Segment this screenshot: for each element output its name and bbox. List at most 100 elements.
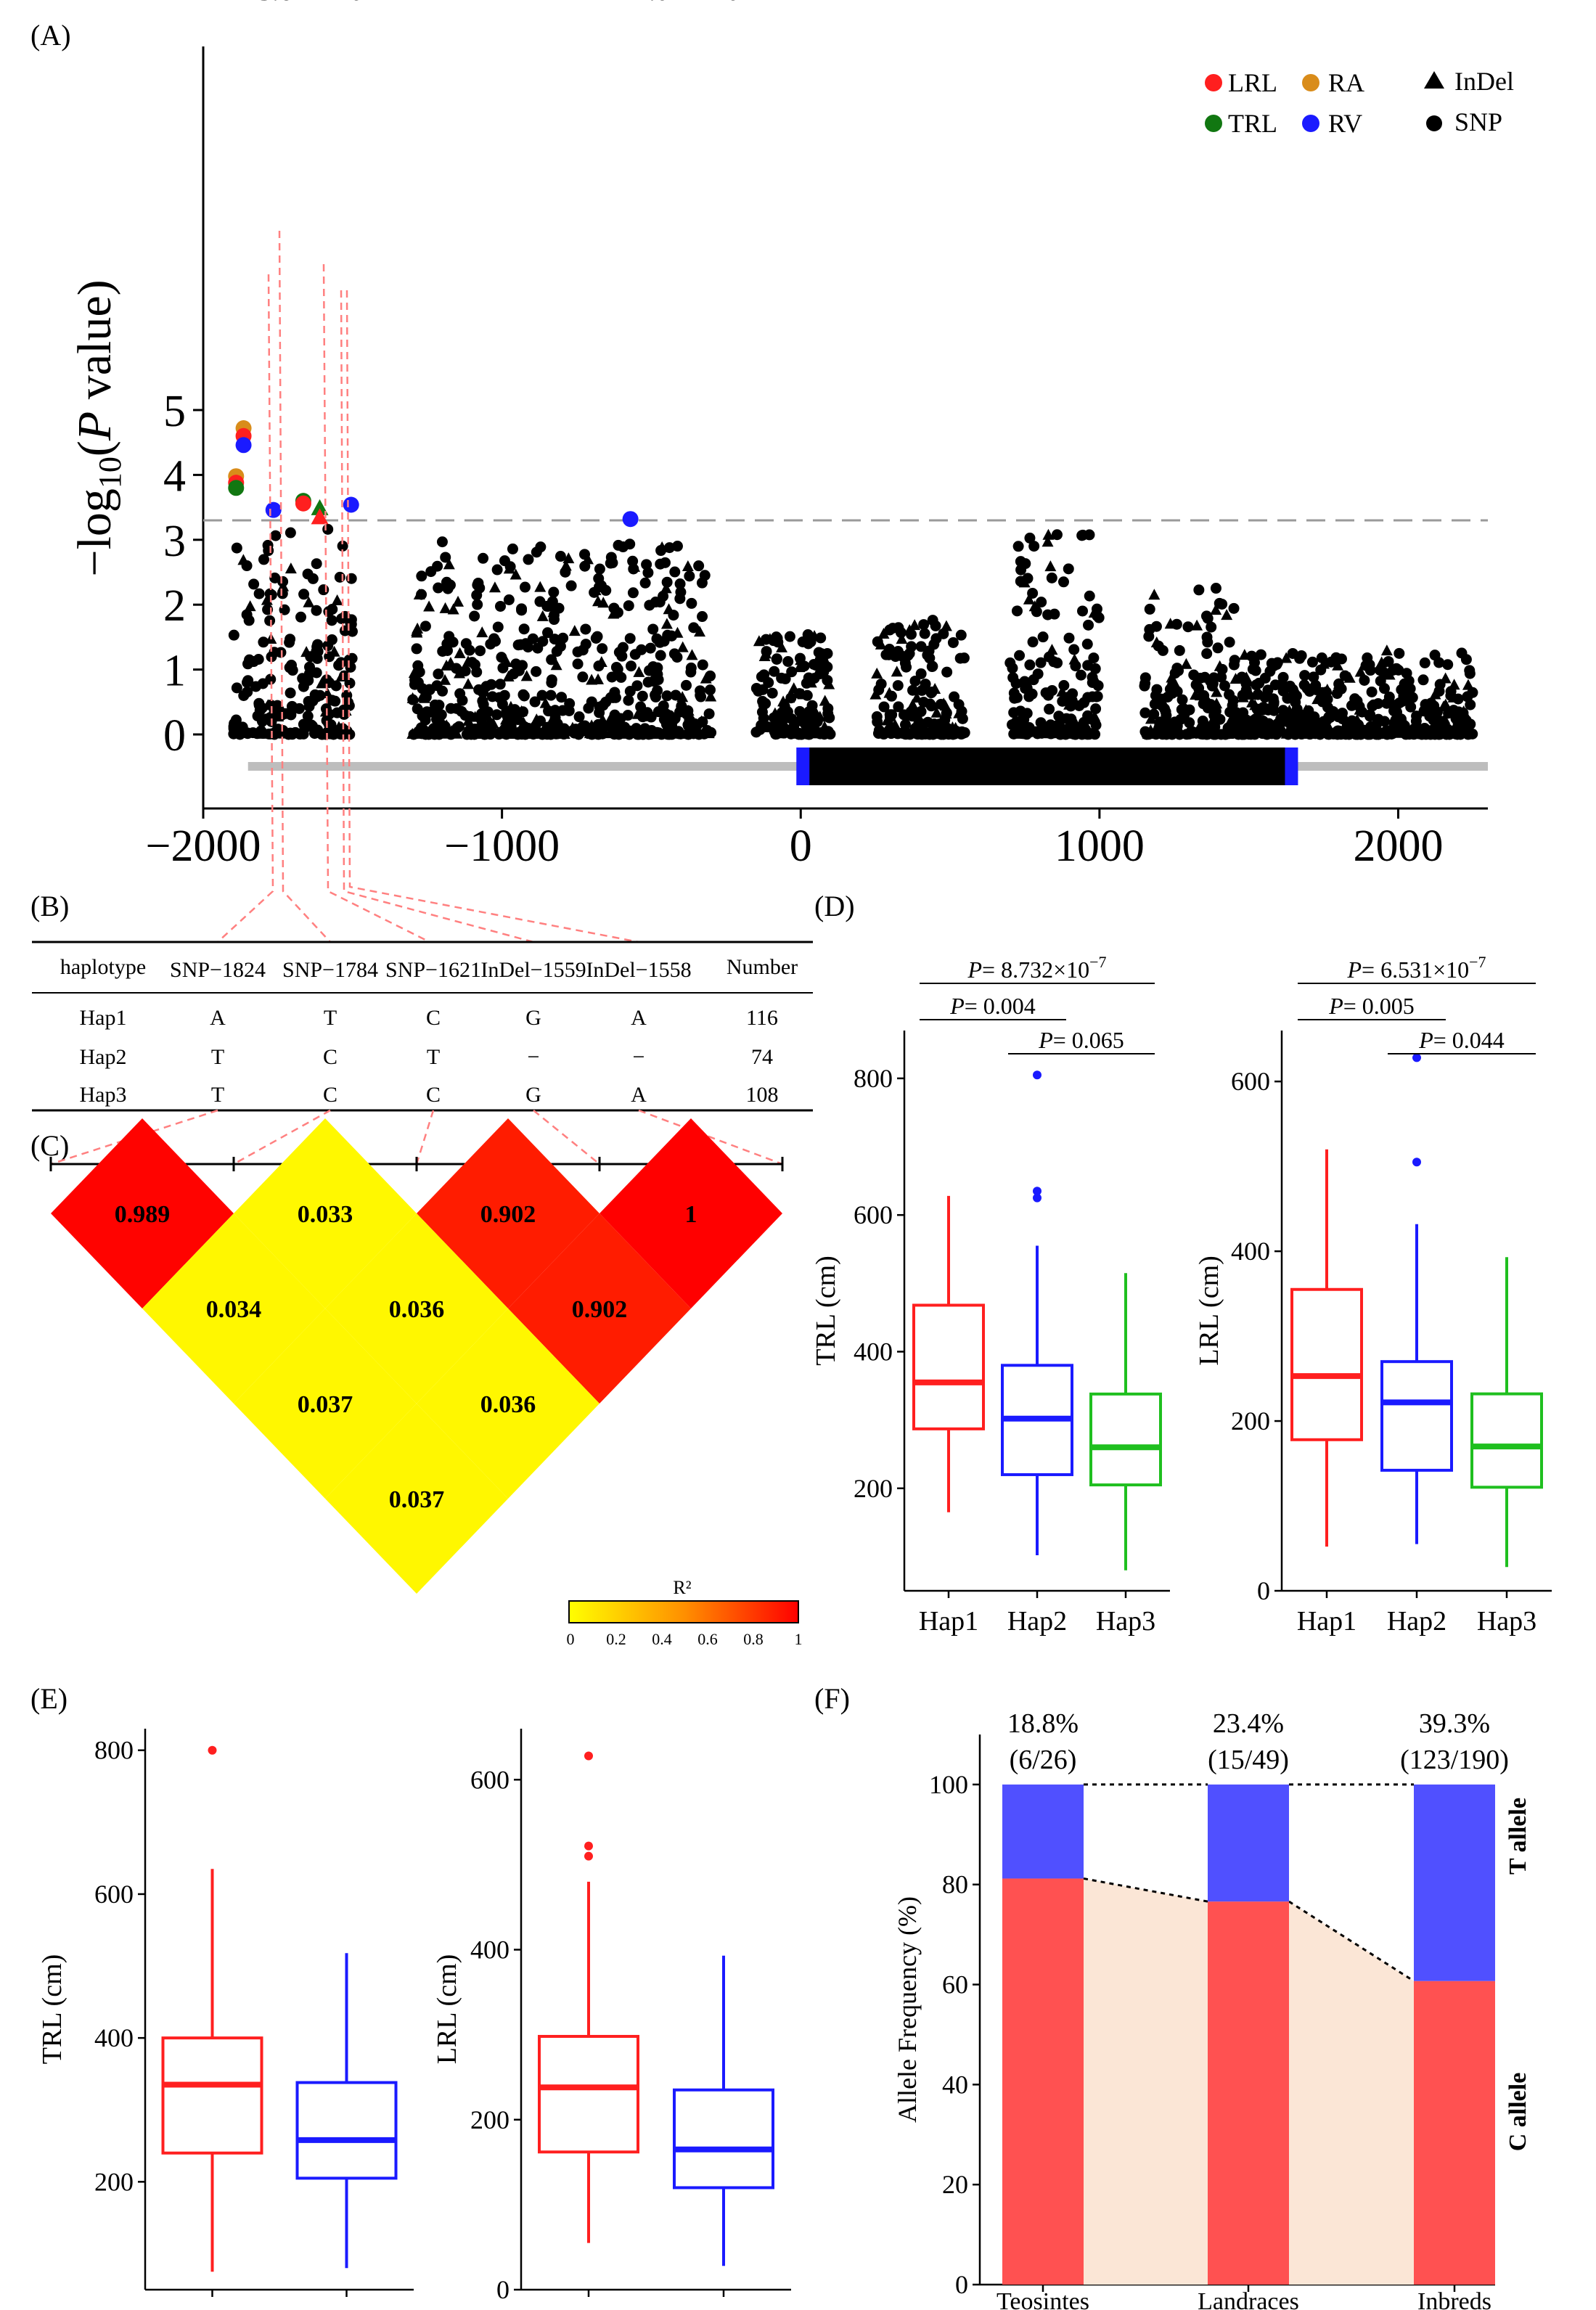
snp-point	[345, 661, 356, 673]
snp-point	[518, 623, 530, 635]
snp-point	[909, 675, 921, 687]
snp-point	[265, 673, 277, 685]
snp-point	[580, 639, 592, 650]
indel-point	[576, 721, 589, 733]
snp-point	[1082, 692, 1094, 703]
indel-point	[462, 655, 474, 667]
snp-point	[302, 568, 314, 580]
snp-point	[556, 692, 568, 703]
y-tick-label: 200	[94, 2167, 134, 2196]
snp-point	[337, 540, 348, 552]
snp-point	[1219, 729, 1231, 740]
snp-point	[647, 676, 659, 687]
snp-point	[270, 530, 282, 541]
snp-point	[1184, 704, 1195, 716]
significant-snp	[295, 495, 311, 512]
indel-point	[1245, 696, 1258, 708]
snp-point	[623, 600, 634, 612]
snp-point	[423, 729, 435, 740]
y-tick-label: 600	[854, 1200, 893, 1229]
ld-cells	[51, 1118, 782, 1594]
indel-point	[502, 670, 515, 681]
snp-point	[779, 673, 791, 684]
snp-point	[1316, 652, 1327, 663]
snp-point	[1046, 572, 1057, 583]
snp-point	[1252, 689, 1264, 700]
snp-point	[231, 682, 242, 694]
snp-point	[1194, 726, 1206, 738]
snp-point	[1361, 726, 1372, 738]
snp-point	[1051, 529, 1063, 541]
bar-percent-label: 39.3%	[1419, 1708, 1490, 1739]
snp-point	[1011, 605, 1023, 617]
snp-point	[686, 597, 697, 609]
outlier-point	[1412, 1053, 1421, 1062]
ld-connector	[533, 1110, 600, 1165]
indel-point	[769, 707, 781, 718]
legend-rv-dot	[1302, 115, 1319, 132]
y-tick-label: 400	[470, 1936, 510, 1965]
connector-lines	[217, 230, 639, 943]
snp-point	[567, 725, 578, 737]
table-cell: A	[631, 1083, 647, 1107]
x-tick-label: 0	[790, 822, 812, 871]
ld-value-label: 0.989	[115, 1201, 171, 1228]
snp-point	[629, 649, 641, 660]
snp-point	[822, 674, 833, 686]
indel-point	[520, 670, 533, 681]
indel-point	[660, 582, 672, 594]
snp-point	[1018, 714, 1030, 726]
snp-point	[760, 697, 772, 709]
snp-point	[675, 728, 687, 740]
bar-count-label: (15/49)	[1208, 1745, 1289, 1775]
snp-point	[1294, 652, 1306, 664]
p-value: = 0.065	[1053, 1027, 1124, 1053]
snp-point	[510, 658, 522, 670]
snp-point	[927, 615, 938, 626]
snp-point	[915, 641, 927, 652]
snp-point	[1024, 659, 1036, 671]
ld-value-label: 1	[685, 1201, 697, 1228]
snp-point	[243, 615, 255, 626]
snp-point	[887, 623, 899, 634]
snp-point	[1092, 691, 1103, 703]
snp-point	[815, 632, 827, 644]
snp-point	[1206, 621, 1217, 633]
snp-point	[1247, 663, 1259, 675]
legend-indel-label: InDel	[1454, 67, 1514, 96]
indel-point	[777, 695, 790, 707]
snp-point	[589, 586, 600, 598]
snp-point	[424, 684, 435, 695]
indel-point	[1448, 679, 1460, 690]
indel-point	[597, 597, 610, 608]
snp-point	[248, 578, 260, 590]
p-value: = 3.627×10	[236, 0, 364, 7]
indel-point	[462, 714, 475, 726]
snp-point	[266, 589, 277, 601]
snp-point	[605, 692, 616, 703]
snp-point	[317, 729, 329, 740]
indel-point	[940, 708, 952, 719]
snp-point	[491, 709, 503, 721]
x-tick-label: C (n=190)	[161, 2306, 263, 2310]
snp-point	[532, 642, 544, 654]
snp-point	[1037, 631, 1049, 643]
snp-point	[1419, 722, 1431, 734]
snp-point	[1259, 672, 1271, 684]
indel-point	[606, 711, 618, 723]
snp-point	[1167, 679, 1179, 691]
snp-point	[1022, 726, 1034, 738]
y-tick-label: 40	[942, 2070, 968, 2099]
snp-point	[1008, 728, 1020, 740]
snp-point	[236, 727, 247, 739]
table-header-indel1558: InDel−1558	[586, 958, 691, 982]
snp-point	[1014, 650, 1026, 661]
snp-point	[696, 577, 708, 589]
table-cell: T	[427, 1045, 440, 1069]
snp-point	[1212, 642, 1224, 654]
snp-point	[322, 523, 334, 535]
indel-point	[423, 600, 435, 612]
snp-point	[545, 689, 557, 701]
snp-point	[816, 648, 827, 660]
y-tick-label: 0	[496, 2275, 510, 2304]
